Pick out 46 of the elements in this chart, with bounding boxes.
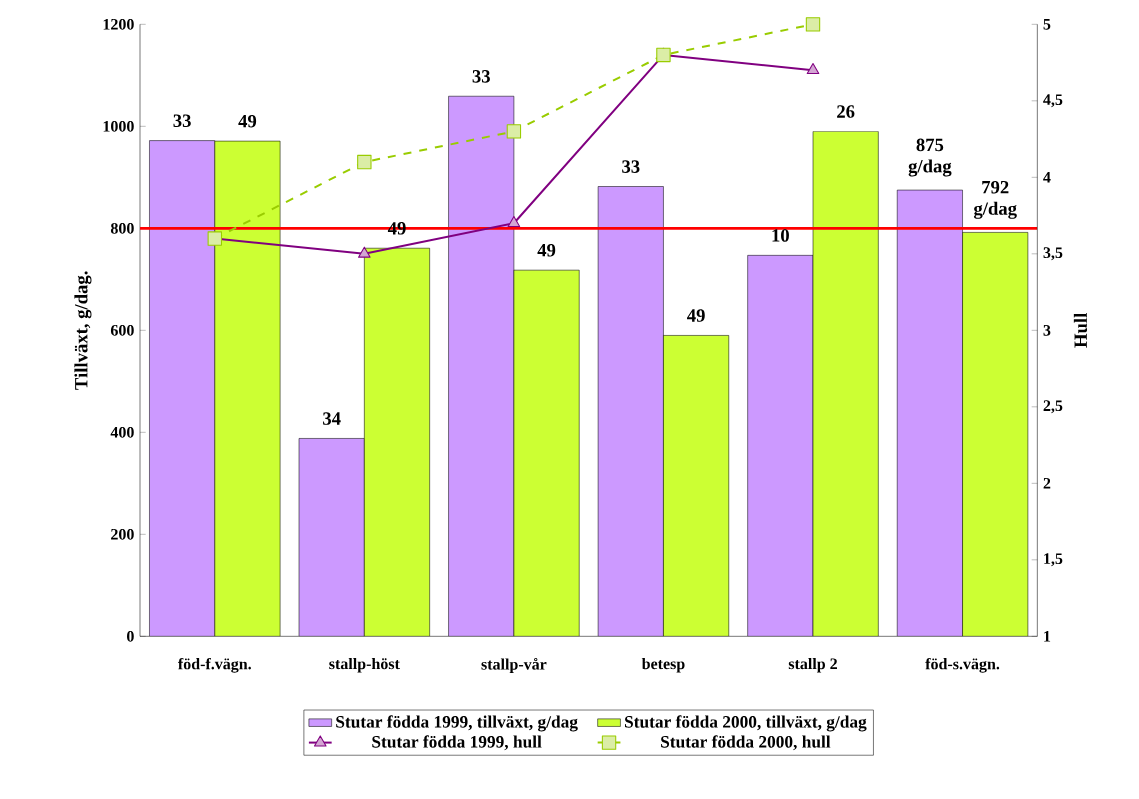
point [806,63,820,75]
annotation: 875 g/dag [908,138,952,177]
annotation: 49 [537,244,556,257]
legend-label: Stutar födda 1999, hull [372,735,542,751]
x-tick-label: föd-f.vägn. [178,657,251,673]
x-tick-label: föd-s.vägn. [925,657,1000,673]
y-axis-title: Tillväxt, g/dag. [74,271,92,390]
y2-tick-label: 3 [1043,324,1051,336]
point [358,246,371,258]
annotation: 34 [323,412,341,425]
y2-tick-label: 3,5 [1043,247,1063,261]
point [357,154,372,170]
y-tick-label: 600 [110,324,134,336]
point [805,17,821,32]
y-tick-label: 1200 [103,18,134,30]
y-tick-label: 400 [110,426,134,438]
y2-tick-label: 4,5 [1043,94,1063,108]
annotation: 33 [173,114,191,128]
x-tick-label: betesp [641,657,685,673]
y2-tick-label: 2,5 [1043,400,1063,414]
annotation: 26 [837,105,855,118]
y2-tick-label: 2 [1043,478,1051,489]
annotation: 33 [472,70,490,83]
y2-axis-title: Hull [1073,313,1088,348]
x-tick-label: stallp-höst [329,657,400,673]
annotation: 792 g/dag [973,180,1017,219]
y2-tick-label: 1 [1044,631,1051,642]
y2-tick-label: 5 [1043,19,1051,30]
legend-label: Stutar födda 2000, hull [661,735,831,751]
y-tick-label: 0 [127,630,134,642]
y-tick-label: 800 [110,222,134,234]
y2-tick-label: 4 [1043,172,1051,183]
point [656,47,671,63]
y-tick-label: 200 [111,528,134,540]
legend-label: Stutar födda 1999, tillväxt, g/dag [336,715,578,732]
annotation: 33 [622,160,640,173]
annotation: 49 [687,309,705,322]
annotation: 49 [238,114,257,128]
y-tick-label: 1000 [103,120,134,132]
legend-label: Stutar födda 2000, tillväxt, g/dag [625,715,867,732]
y2-tick-label: 1,5 [1044,553,1063,567]
point [506,124,522,139]
annotation: 10 [772,229,789,242]
x-tick-label: stallp 2 [788,657,837,673]
x-tick-label: stallp-vår [481,657,547,673]
point [507,216,521,228]
